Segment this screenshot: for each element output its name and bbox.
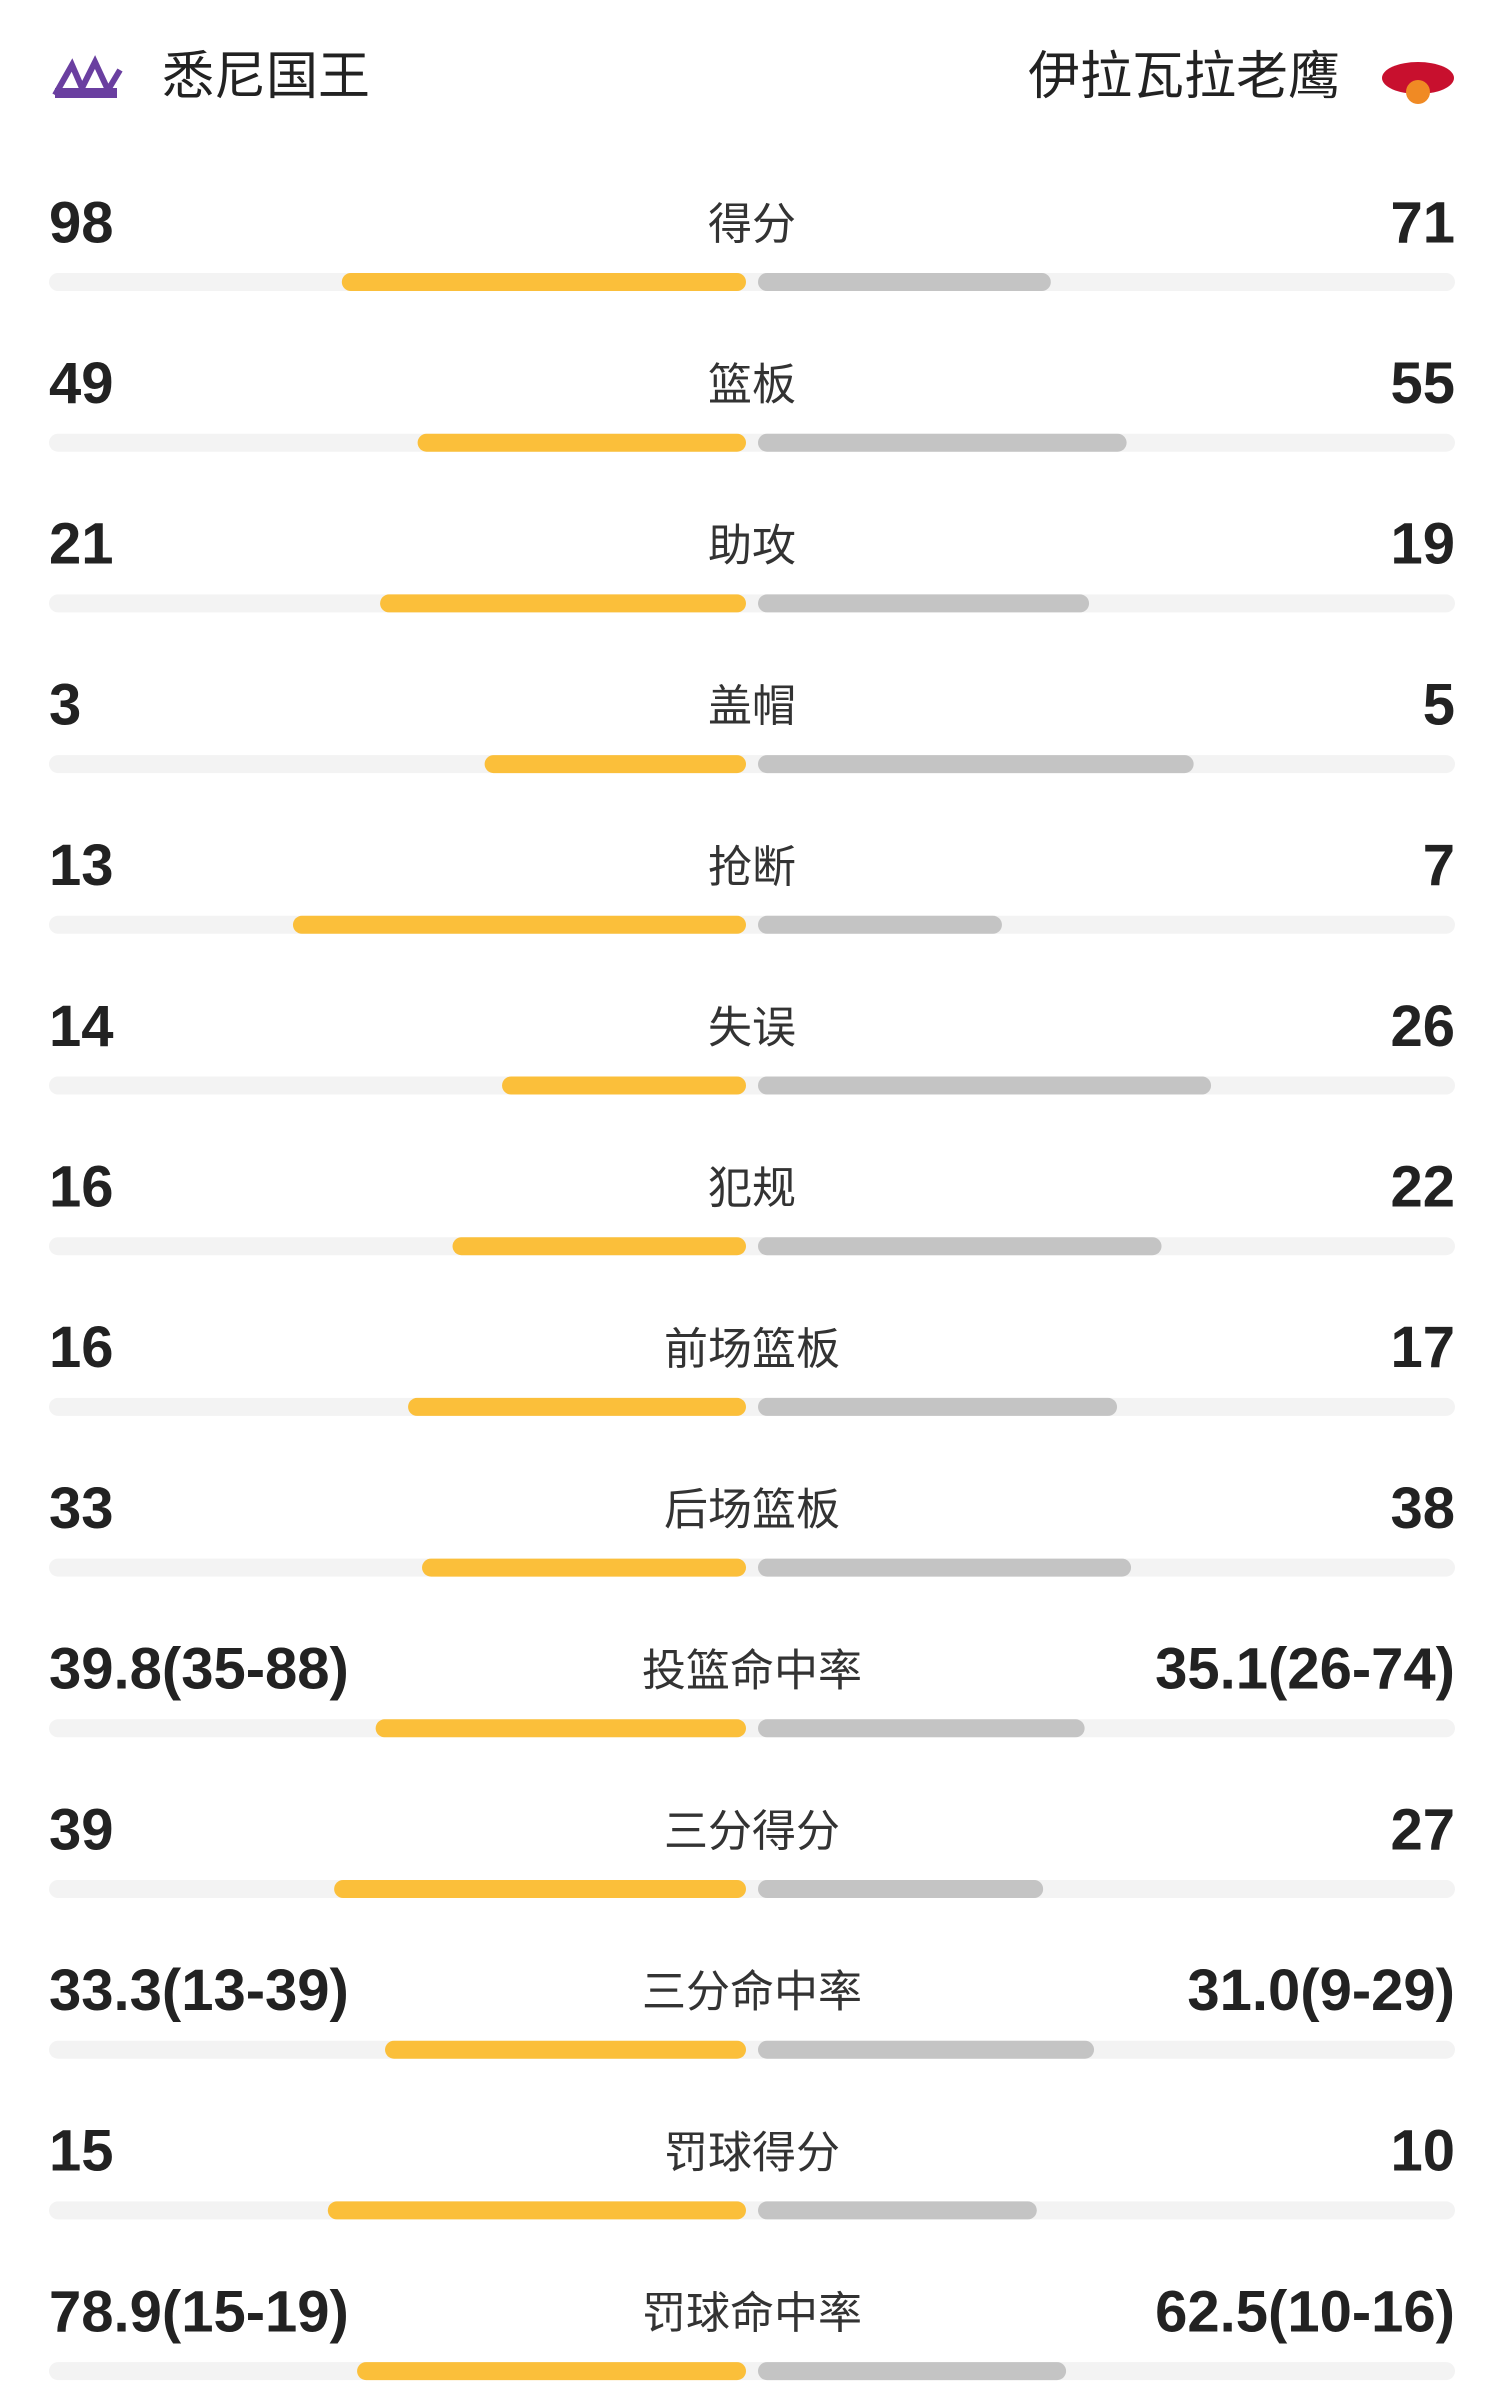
left-value: 21	[49, 512, 114, 577]
stat-label: 助攻	[708, 520, 796, 571]
stat-label: 三分命中率	[642, 1967, 862, 2018]
home-bar	[452, 1237, 746, 1256]
away-bar	[758, 1558, 1132, 1577]
home-bar	[334, 1880, 746, 1898]
home-bar	[380, 594, 746, 613]
left-value: 78.9(15-19)	[49, 2279, 349, 2344]
away-bar	[758, 2362, 1067, 2381]
stat-label: 盖帽	[708, 681, 796, 732]
bar-track	[49, 1076, 1455, 1095]
left-value: 98	[49, 190, 114, 255]
right-value: 17	[1390, 1315, 1455, 1380]
home-bar	[341, 273, 746, 291]
right-value: 55	[1390, 351, 1455, 416]
home-bar	[484, 755, 746, 774]
away-bar	[758, 755, 1194, 774]
stat-label: 罚球命中率	[642, 2288, 862, 2339]
away-bar	[758, 1397, 1118, 1416]
home-bar	[422, 1558, 746, 1577]
away-bar	[758, 1076, 1212, 1095]
bar-track	[49, 2040, 1455, 2059]
bar-track	[49, 1558, 1455, 1577]
stat-label: 罚球得分	[664, 2127, 840, 2178]
away-bar	[758, 1237, 1162, 1256]
left-value: 49	[49, 351, 114, 416]
right-value: 7	[1423, 833, 1455, 898]
home-bar	[385, 2040, 746, 2059]
left-value: 39.8(35-88)	[49, 1637, 349, 1702]
stat-label: 后场篮板	[664, 1485, 840, 1536]
home-bar	[357, 2362, 746, 2381]
right-value: 38	[1390, 1476, 1455, 1541]
away-bar	[758, 1880, 1044, 1898]
away-bar	[758, 433, 1127, 452]
stat-label: 犯规	[708, 1163, 796, 1214]
home-bar	[408, 1397, 746, 1416]
stat-label: 三分得分	[664, 1806, 840, 1857]
right-value: 5	[1423, 672, 1455, 737]
bar-track	[49, 433, 1455, 452]
bar-track	[49, 755, 1455, 774]
stat-label: 抢断	[708, 842, 796, 893]
left-value: 39	[49, 1797, 114, 1862]
away-team: 伊拉瓦拉老鹰	[1028, 47, 1340, 107]
left-value: 15	[49, 2119, 114, 2184]
right-value: 10	[1390, 2119, 1455, 2184]
right-value: 22	[1390, 1155, 1455, 1220]
home-bar	[375, 1719, 746, 1738]
home-bar	[502, 1076, 746, 1095]
right-value: 71	[1390, 190, 1455, 255]
left-value: 14	[49, 994, 114, 1059]
stat-label: 前场篮板	[664, 1324, 840, 1375]
home-bar	[292, 915, 746, 934]
stat-label: 得分	[708, 199, 796, 250]
stat-label: 投篮命中率	[642, 1645, 862, 1696]
away-bar	[758, 915, 1002, 934]
left-value: 16	[49, 1315, 114, 1380]
bar-track	[49, 594, 1455, 613]
left-value: 3	[49, 672, 81, 737]
right-value: 26	[1390, 994, 1455, 1059]
left-value: 16	[49, 1155, 114, 1220]
home-team: 悉尼国王	[162, 47, 370, 107]
bar-track	[49, 915, 1455, 934]
right-value: 19	[1390, 512, 1455, 577]
bar-track	[49, 2362, 1455, 2381]
left-value: 33	[49, 1476, 114, 1541]
away-bar	[758, 1719, 1085, 1738]
stat-label: 篮板	[708, 360, 796, 411]
bar-track	[49, 1719, 1455, 1738]
away-bar	[758, 273, 1051, 291]
left-value: 33.3(13-39)	[49, 1958, 349, 2023]
right-value: 62.5(10-16)	[1155, 2279, 1455, 2344]
right-value: 27	[1390, 1797, 1455, 1862]
away-bar	[758, 2201, 1037, 2220]
right-value: 31.0(9-29)	[1187, 1958, 1455, 2023]
away-bar	[758, 594, 1090, 613]
away-logo	[1382, 62, 1454, 104]
left-value: 13	[49, 833, 114, 898]
stat-label: 失误	[708, 1003, 796, 1054]
bar-track	[49, 1397, 1455, 1416]
away-bar	[758, 2040, 1095, 2059]
bar-track	[49, 1237, 1455, 1256]
home-bar	[417, 433, 746, 452]
bar-track	[49, 1880, 1455, 1898]
right-value: 35.1(26-74)	[1155, 1637, 1455, 1702]
bar-track	[49, 2201, 1455, 2220]
home-logo	[52, 55, 123, 98]
home-bar	[327, 2201, 746, 2220]
bar-track	[49, 273, 1455, 291]
